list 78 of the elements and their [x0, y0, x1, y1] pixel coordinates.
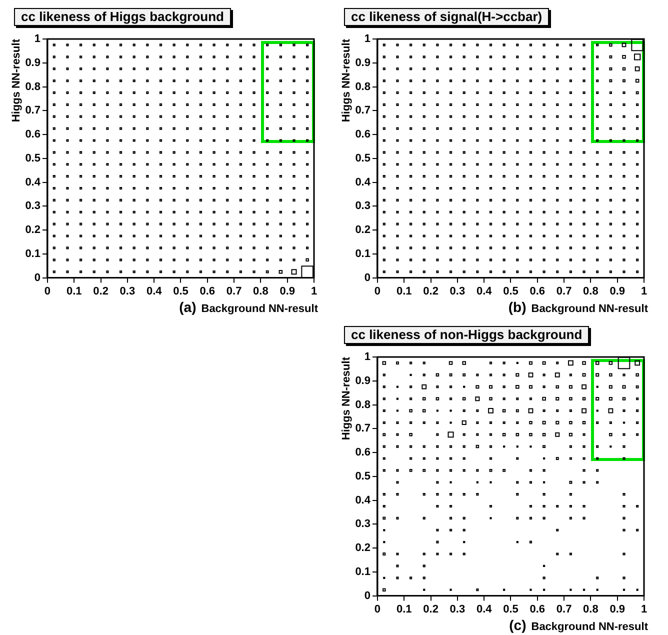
- x-tick-label: 0: [374, 603, 381, 616]
- y-tick-label: 0.2: [25, 224, 40, 236]
- y-tick-label: 0.1: [25, 248, 40, 260]
- x-tick-label: 0.9: [610, 603, 625, 616]
- y-tick-label: 0.9: [355, 56, 370, 69]
- y-tick-label: 0.1: [355, 566, 370, 578]
- y-tick-label: 0.4: [355, 494, 372, 506]
- y-tick-label: 0.6: [355, 128, 370, 141]
- x-tick-label: 0.3: [450, 285, 466, 298]
- y-tick-label: 0.3: [355, 200, 370, 212]
- x-tick-label: 0.1: [66, 285, 82, 298]
- x-tick-label: 1: [310, 285, 318, 298]
- y-tick-label: 0.2: [355, 542, 370, 554]
- x-tick-label: 0.9: [280, 285, 295, 298]
- y-tick-label: 0.1: [355, 248, 370, 260]
- x-tick-label: 0.1: [396, 285, 412, 298]
- x-tick-label: 0.8: [583, 285, 598, 298]
- y-tick-label: 0.7: [355, 104, 370, 117]
- y-tick-label: 0.6: [355, 446, 370, 459]
- text: (b): [508, 299, 526, 315]
- x-tick-label: 0.6: [200, 285, 216, 298]
- x-axis-title: Background NN-result: [201, 303, 318, 315]
- x-tick-label: 0.3: [450, 603, 466, 616]
- y-tick-label: 0: [364, 590, 370, 602]
- y-tick-label: 1: [34, 33, 40, 46]
- x-tick-label: 0.5: [503, 285, 518, 298]
- y-axis-title: Higgs NN-result: [10, 38, 23, 122]
- x-tick-label: 0.6: [530, 603, 546, 616]
- y-tick-label: 0.7: [25, 104, 40, 117]
- x-tick-label: 1: [640, 603, 648, 616]
- y-tick-label: 0.4: [355, 176, 372, 188]
- y-tick-label: 0: [34, 272, 40, 284]
- x-axis-title: Background NN-result: [531, 621, 648, 633]
- x-tick-label: 0.2: [423, 603, 438, 616]
- y-tick-label: 1: [364, 33, 370, 46]
- x-tick-label: 0.8: [253, 285, 268, 298]
- y-axis-title: Higgs NN-result: [340, 38, 353, 122]
- x-tick-label: 0.5: [173, 285, 188, 298]
- y-tick-label: 0.9: [355, 374, 370, 387]
- x-tick-label: 0.4: [146, 285, 163, 298]
- text: (c): [509, 617, 526, 633]
- y-tick-label: 0.3: [355, 518, 370, 530]
- x-tick-label: 0.4: [476, 603, 493, 616]
- x-tick-label: 0.9: [610, 285, 625, 298]
- y-tick-label: 0.4: [25, 176, 42, 188]
- y-tick-label: 0.6: [25, 128, 40, 141]
- text: (a): [179, 299, 196, 315]
- x-tick-label: 0.3: [120, 285, 136, 298]
- x-tick-label: 0: [44, 285, 51, 298]
- chart-title: cc likeness of signal(H->ccbar): [344, 8, 550, 26]
- x-tick-label: 0.7: [556, 603, 572, 616]
- x-tick-label: 0.2: [423, 285, 438, 298]
- y-tick-label: 0.5: [355, 470, 370, 482]
- y-tick-label: 0.8: [355, 398, 370, 411]
- x-tick-label: 0.4: [476, 285, 493, 298]
- x-tick-label: 0.7: [226, 285, 242, 298]
- x-tick-label: 0.8: [583, 603, 598, 616]
- chart-title: cc likeness of Higgs background: [14, 8, 231, 26]
- y-tick-label: 0.2: [355, 224, 370, 236]
- chart-title: cc likeness of non-Higgs background: [344, 326, 590, 344]
- x-tick-label: 0.2: [93, 285, 108, 298]
- x-tick-label: 0.1: [396, 603, 412, 616]
- x-axis-title: Background NN-result: [531, 303, 648, 315]
- y-tick-label: 0.5: [25, 152, 40, 164]
- y-tick-label: 0.9: [25, 56, 40, 69]
- y-tick-label: 0.3: [25, 200, 40, 212]
- x-tick-label: 0.5: [503, 603, 518, 616]
- x-tick-label: 1: [640, 285, 648, 298]
- x-tick-label: 0: [374, 285, 381, 298]
- y-tick-label: 1: [364, 351, 370, 364]
- x-tick-label: 0.7: [556, 285, 572, 298]
- y-tick-label: 0.8: [25, 80, 40, 93]
- y-tick-label: 0.8: [355, 80, 370, 93]
- y-tick-label: 0.7: [355, 422, 370, 435]
- x-tick-label: 0.6: [530, 285, 546, 298]
- y-axis-title: Higgs NN-result: [340, 356, 353, 440]
- y-tick-label: 0.5: [355, 152, 370, 164]
- y-tick-label: 0: [364, 272, 370, 284]
